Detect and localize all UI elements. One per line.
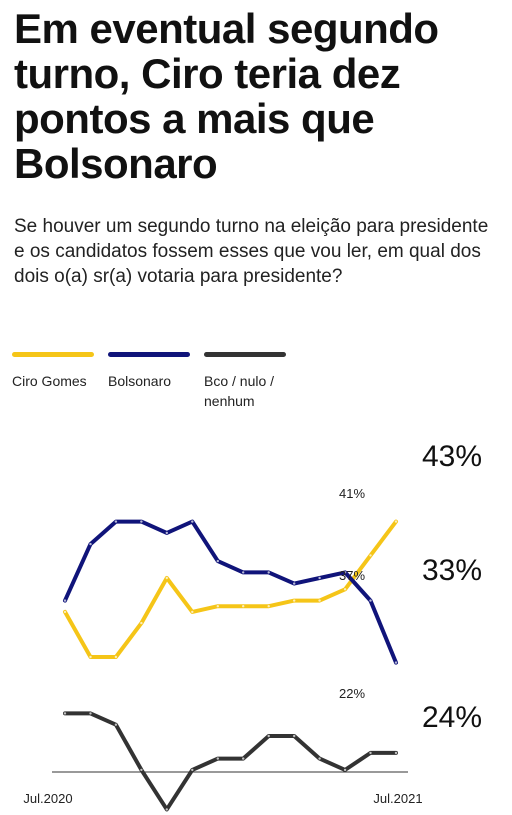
data-point-branco-nulo <box>394 751 398 755</box>
data-point-ciro <box>242 605 245 608</box>
chart-subtitle: Se houver um segundo turno na eleição pa… <box>14 216 489 287</box>
x-tick-label: Jul.2020 <box>23 791 72 806</box>
data-point-ciro <box>140 621 143 625</box>
data-point-branco-nulo <box>343 768 347 772</box>
data-point-branco-nulo <box>242 757 245 760</box>
data-point-ciro <box>318 599 321 602</box>
data-point-ciro <box>394 520 398 523</box>
data-point-branco-nulo <box>216 757 219 760</box>
data-point-branco-nulo <box>318 757 321 760</box>
legend-label-branco-nulo: Bco / nulo / nenhum <box>204 373 275 409</box>
legend-item-branco-nulo: Bco / nulo / nenhum <box>204 352 290 411</box>
data-point-bolsonaro <box>114 520 118 523</box>
series-line-bolsonaro <box>63 519 398 665</box>
data-point-bolsonaro <box>63 599 67 602</box>
data-point-ciro <box>343 588 347 591</box>
data-point-ciro <box>165 576 168 580</box>
end-label-branco-nulo: 22% <box>339 686 365 701</box>
data-point-bolsonaro <box>165 531 168 535</box>
labels-layer: 41% 37% 22% 43% 33% 24% <box>339 440 482 734</box>
data-point-bolsonaro <box>369 599 372 602</box>
data-point-ciro <box>191 610 194 614</box>
data-point-bolsonaro <box>89 542 92 546</box>
data-point-ciro <box>267 605 270 608</box>
legend: Ciro Gomes Bolsonaro Bco / nulo / nenhum <box>12 352 312 422</box>
data-point-bolsonaro <box>216 559 219 563</box>
legend-label-ciro: Ciro Gomes <box>12 373 87 389</box>
legend-swatch-branco-nulo <box>204 352 286 357</box>
final-value-label-bolsonaro: 33% <box>422 554 482 587</box>
data-point-bolsonaro <box>242 571 245 574</box>
data-point-branco-nulo <box>63 712 67 715</box>
x-tick-label: Jul.2021 <box>373 791 422 806</box>
end-label-ciro: 41% <box>339 486 365 501</box>
data-point-bolsonaro <box>318 576 321 580</box>
data-point-branco-nulo <box>114 723 118 726</box>
data-point-branco-nulo <box>191 768 194 772</box>
data-point-ciro <box>369 554 372 557</box>
legend-label-bolsonaro: Bolsonaro <box>108 373 172 389</box>
data-point-bolsonaro <box>191 520 194 523</box>
end-label-bolsonaro: 37% <box>339 568 365 583</box>
legend-swatch-ciro <box>12 352 94 357</box>
data-point-bolsonaro <box>140 520 143 523</box>
data-point-branco-nulo <box>89 712 92 715</box>
data-point-branco-nulo <box>165 808 168 811</box>
data-point-branco-nulo <box>369 751 372 755</box>
data-point-branco-nulo <box>293 734 296 738</box>
data-point-bolsonaro <box>343 571 347 574</box>
data-point-ciro <box>114 655 118 659</box>
series-layer <box>63 519 398 812</box>
legend-item-bolsonaro: Bolsonaro <box>108 352 208 391</box>
data-point-branco-nulo <box>140 768 143 772</box>
data-point-bolsonaro <box>293 582 296 585</box>
data-point-bolsonaro <box>394 661 398 664</box>
series-line-ciro <box>63 519 398 659</box>
data-point-ciro <box>63 610 67 614</box>
legend-item-ciro: Ciro Gomes <box>12 352 112 391</box>
final-value-label-ciro: 43% <box>422 440 482 473</box>
data-point-ciro <box>89 655 92 659</box>
x-tick-labels: Jul.2020 Jul.2021 <box>23 791 422 806</box>
final-value-label-branco-nulo: 24% <box>422 701 482 734</box>
data-point-bolsonaro <box>267 571 270 574</box>
line-chart: 41% 37% 22% 43% 33% 24% Jul.2020 Jul.2021 <box>23 440 482 812</box>
chart-title: Em eventual segundo turno, Ciro teria de… <box>14 5 439 187</box>
data-point-ciro <box>293 599 296 602</box>
legend-swatch-bolsonaro <box>108 352 190 357</box>
data-point-ciro <box>216 605 219 608</box>
series-line-branco-nulo <box>63 711 398 812</box>
data-point-branco-nulo <box>267 734 270 738</box>
